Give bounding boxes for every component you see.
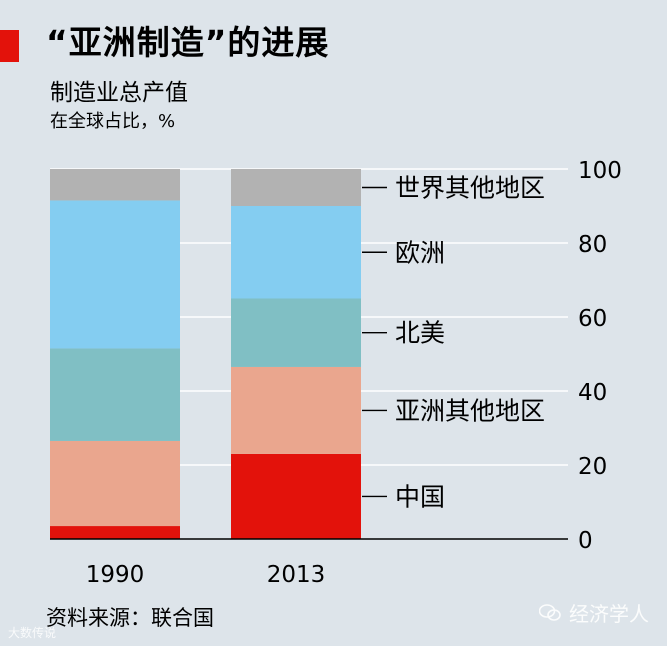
chat-bubble-icon (539, 603, 561, 621)
axis-layer: 0 20 40 60 80 100 1990 2013 (50, 158, 622, 588)
bar-segment (231, 169, 361, 206)
y-tick-label: 20 (578, 454, 607, 480)
bar-segment (50, 348, 180, 441)
y-tick-label: 80 (578, 232, 607, 258)
bar-layer (50, 169, 361, 539)
bar-segment (50, 200, 180, 349)
legend-label: 世界其他地区 (395, 174, 545, 203)
chart-subtitle: 制造业总产值 (50, 80, 188, 106)
source-note: 资料来源：联合国 (46, 606, 214, 630)
x-tick-label: 2013 (267, 562, 326, 588)
bar-segment (50, 440, 180, 527)
chart-title: “亚洲制造”的进展 (46, 23, 330, 62)
bar-segment (50, 169, 180, 201)
brand-mark: 经济学人 (539, 598, 649, 627)
watermark-text: 大数传说 (8, 626, 57, 640)
bar-segment (231, 298, 361, 367)
chart-unit: 在全球占比，% (50, 111, 176, 132)
brand-name: 经济学人 (569, 602, 649, 626)
legend-label: 亚洲其他地区 (395, 396, 545, 425)
legend-label: 欧洲 (395, 238, 445, 267)
bar-segment (231, 366, 361, 454)
bar-segment (231, 453, 361, 539)
x-tick-label: 1990 (86, 562, 145, 588)
legend-label: 北美 (395, 319, 445, 348)
y-tick-label: 0 (578, 528, 593, 554)
legend-label: 中国 (395, 482, 445, 511)
y-tick-label: 100 (578, 158, 622, 184)
bar-segment (231, 206, 361, 299)
bar-segment (50, 526, 180, 539)
accent-bar (0, 30, 19, 62)
y-tick-label: 60 (578, 306, 607, 332)
y-tick-label: 40 (578, 380, 607, 406)
